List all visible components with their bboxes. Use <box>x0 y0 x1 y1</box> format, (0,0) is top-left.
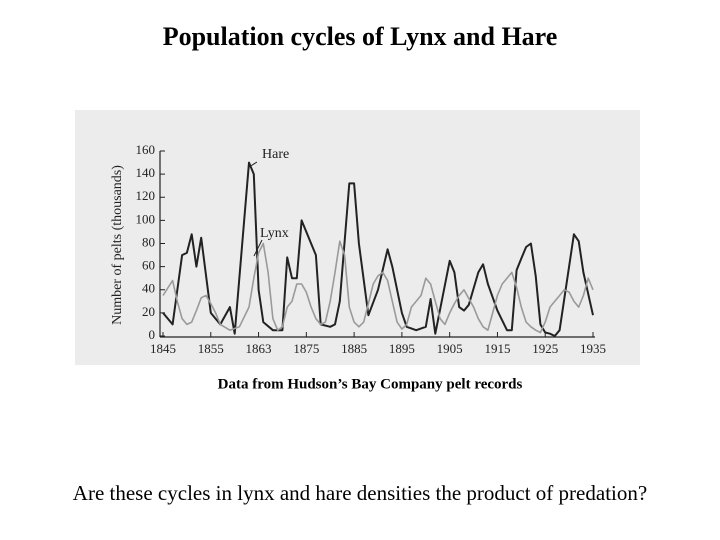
series-label: Hare <box>262 147 289 162</box>
series-line <box>162 161 594 337</box>
lynx-leader <box>253 239 263 257</box>
x-tick-label: 1935 <box>580 341 606 356</box>
x-tick-label: 1895 <box>389 341 415 356</box>
x-tick-label: 1863 <box>246 341 272 356</box>
x-tick-label: 1915 <box>484 341 510 356</box>
x-tick-label: 1925 <box>532 341 558 356</box>
x-tick-label: 1845 <box>150 341 176 356</box>
y-tick-label: 60 <box>142 258 155 273</box>
y-tick-label: 120 <box>136 188 156 203</box>
x-tick-label: 1885 <box>341 341 367 356</box>
source-caption: Data from Hudson’s Bay Company pelt reco… <box>218 376 523 392</box>
y-tick-label: 100 <box>136 211 156 226</box>
y-tick-label: 160 <box>136 142 156 157</box>
y-tick-label: 140 <box>136 165 156 180</box>
x-tick-label: 1855 <box>198 341 224 356</box>
question: Are these cycles in lynx and hare densit… <box>73 481 647 505</box>
series-line <box>162 240 594 334</box>
y-tick-label: 0 <box>149 327 156 342</box>
x-tick-label: 1905 <box>437 341 463 356</box>
x-tick-label: 1875 <box>293 341 319 356</box>
series-label: Lynx <box>260 226 289 241</box>
chart-title: Population cycles of Lynx and Hare <box>163 22 558 51</box>
y-tick-label: 20 <box>142 304 155 319</box>
y-axis-label: Number of pelts (thousands) <box>110 165 125 325</box>
y-tick-label: 80 <box>142 234 155 249</box>
y-tick-label: 40 <box>142 281 155 296</box>
